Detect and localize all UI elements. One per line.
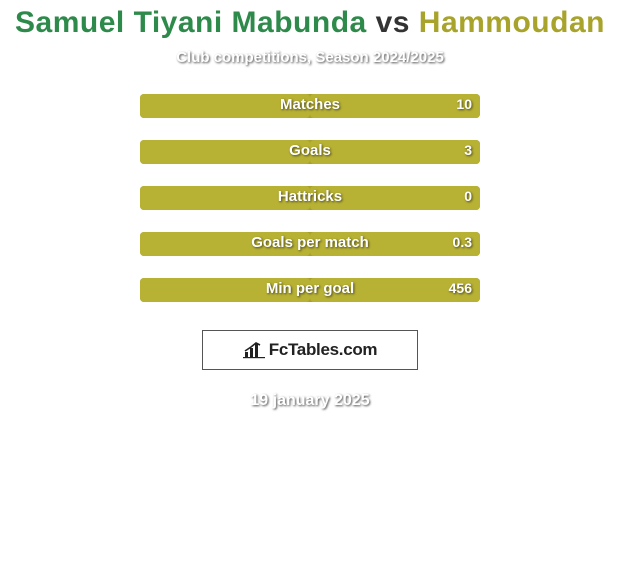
brand-text: FcTables.com (269, 340, 378, 360)
title-vs: vs (376, 6, 410, 39)
title-player-b: Hammoudan (419, 6, 605, 39)
title-player-a: Samuel Tiyani Mabunda (15, 6, 367, 39)
stat-row: Matches 10 (0, 94, 620, 118)
stat-row: Hattricks 0 (0, 186, 620, 210)
bar-label: Min per goal (266, 280, 354, 297)
bar-track: Goals 3 (140, 140, 480, 164)
subtitle: Club competitions, Season 2024/2025 (0, 49, 620, 66)
bar-track: Matches 10 (140, 94, 480, 118)
ellipse-a (16, 94, 120, 118)
bar-track: Min per goal 456 (140, 278, 480, 302)
bar-value-b: 0.3 (453, 234, 472, 250)
stats-rows: Matches 10 Goals 3 Hattricks 0 Goals per match… (0, 94, 620, 302)
bar-value-b: 10 (456, 96, 472, 112)
ellipse-a (18, 140, 118, 164)
footer-date: 19 january 2025 (0, 392, 620, 410)
bar-track: Hattricks 0 (140, 186, 480, 210)
bar-value-b: 0 (464, 188, 472, 204)
bar-label: Goals per match (251, 234, 369, 251)
page-title: Samuel Tiyani Mabunda vs Hammoudan (10, 6, 610, 39)
brand-box[interactable]: FcTables.com (202, 330, 418, 370)
bar-label: Matches (280, 96, 340, 113)
stat-row: Goals 3 (0, 140, 620, 164)
bar-value-b: 3 (464, 142, 472, 158)
stat-row: Min per goal 456 (0, 278, 620, 302)
page: Samuel Tiyani Mabunda vs Hammoudan Club … (0, 0, 620, 580)
ellipse-b (500, 94, 604, 118)
stat-row: Goals per match 0.3 (0, 232, 620, 256)
chart-icon (243, 341, 265, 359)
ellipse-b (502, 140, 602, 164)
bar-fill-b (310, 140, 480, 164)
bar-fill-a (140, 140, 310, 164)
bar-label: Goals (289, 142, 331, 159)
bar-label: Hattricks (278, 188, 342, 205)
bar-value-b: 456 (449, 280, 472, 296)
bar-track: Goals per match 0.3 (140, 232, 480, 256)
